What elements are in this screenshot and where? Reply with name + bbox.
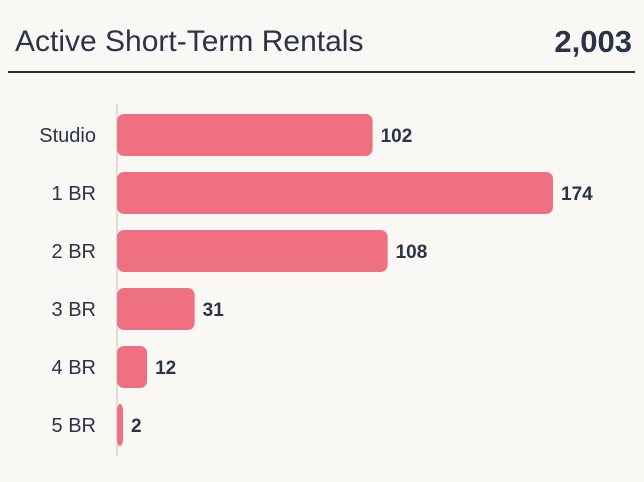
category-label: 4 BR (52, 357, 96, 379)
category-label: Studio (39, 125, 96, 147)
value-label: 12 (155, 358, 176, 379)
value-label: 174 (561, 184, 593, 205)
value-label: 31 (203, 300, 225, 321)
bars-group: Studio 102 1 BR 174 2 BR 108 3 BR 31 4 BR 12 5 BR 2 (39, 114, 593, 446)
value-label: 2 (131, 416, 142, 437)
bar-5-br (117, 404, 123, 446)
category-label: 3 BR (52, 299, 96, 321)
bar-1-br (117, 172, 553, 214)
value-label: 108 (396, 242, 428, 263)
bar-2-br (117, 230, 388, 272)
bar-4-br (117, 346, 148, 388)
category-label: 5 BR (52, 415, 96, 437)
bar-3-br (117, 288, 195, 330)
category-label: 2 BR (52, 241, 96, 263)
bar-studio (117, 114, 373, 156)
chart-header: Active Short-Term Rentals 2,003 (8, 0, 635, 73)
total-count: 2,003 (554, 24, 632, 59)
chart-title: Active Short-Term Rentals (15, 25, 364, 58)
value-label: 102 (381, 126, 413, 147)
category-label: 1 BR (52, 183, 96, 205)
